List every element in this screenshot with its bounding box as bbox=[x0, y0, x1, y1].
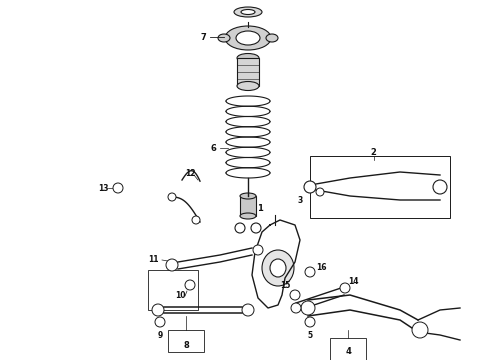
Text: 13: 13 bbox=[98, 184, 108, 193]
Circle shape bbox=[253, 245, 263, 255]
Text: 5: 5 bbox=[307, 332, 313, 341]
Text: 2: 2 bbox=[370, 148, 376, 157]
Text: 7: 7 bbox=[200, 32, 206, 41]
Text: 3: 3 bbox=[298, 195, 303, 204]
Text: 4: 4 bbox=[345, 347, 351, 356]
Circle shape bbox=[433, 180, 447, 194]
Circle shape bbox=[305, 267, 315, 277]
Ellipse shape bbox=[262, 250, 294, 286]
Text: 16: 16 bbox=[316, 264, 326, 273]
Circle shape bbox=[291, 303, 301, 313]
Circle shape bbox=[152, 304, 164, 316]
Text: 8: 8 bbox=[183, 341, 189, 350]
Ellipse shape bbox=[234, 7, 262, 17]
Circle shape bbox=[192, 216, 200, 224]
Circle shape bbox=[316, 188, 324, 196]
Ellipse shape bbox=[266, 34, 278, 42]
Text: 15: 15 bbox=[280, 280, 291, 289]
Bar bbox=[148, 270, 198, 310]
Circle shape bbox=[166, 259, 178, 271]
Ellipse shape bbox=[237, 54, 259, 63]
Circle shape bbox=[113, 183, 123, 193]
Circle shape bbox=[304, 181, 316, 193]
Bar bbox=[310, 156, 450, 218]
Text: 11: 11 bbox=[148, 256, 158, 265]
Circle shape bbox=[168, 193, 176, 201]
Circle shape bbox=[185, 280, 195, 290]
Ellipse shape bbox=[236, 31, 260, 45]
Circle shape bbox=[235, 223, 245, 233]
Ellipse shape bbox=[225, 26, 271, 50]
Text: 1: 1 bbox=[257, 203, 263, 212]
Circle shape bbox=[412, 322, 428, 338]
Bar bbox=[237, 58, 259, 86]
Ellipse shape bbox=[241, 9, 255, 14]
Circle shape bbox=[242, 304, 254, 316]
Text: 6: 6 bbox=[210, 144, 216, 153]
Ellipse shape bbox=[237, 81, 259, 90]
Ellipse shape bbox=[218, 34, 230, 42]
Text: 10: 10 bbox=[175, 291, 186, 300]
Circle shape bbox=[301, 301, 315, 315]
Ellipse shape bbox=[270, 259, 286, 277]
Text: 14: 14 bbox=[348, 278, 359, 287]
Circle shape bbox=[251, 223, 261, 233]
Bar bbox=[168, 330, 204, 352]
Ellipse shape bbox=[240, 193, 256, 199]
Ellipse shape bbox=[240, 213, 256, 219]
Text: 9: 9 bbox=[157, 330, 163, 339]
Bar bbox=[330, 338, 366, 360]
Bar bbox=[240, 196, 256, 216]
Circle shape bbox=[305, 317, 315, 327]
Circle shape bbox=[290, 290, 300, 300]
Circle shape bbox=[340, 283, 350, 293]
Circle shape bbox=[155, 317, 165, 327]
Text: 12: 12 bbox=[185, 168, 196, 177]
